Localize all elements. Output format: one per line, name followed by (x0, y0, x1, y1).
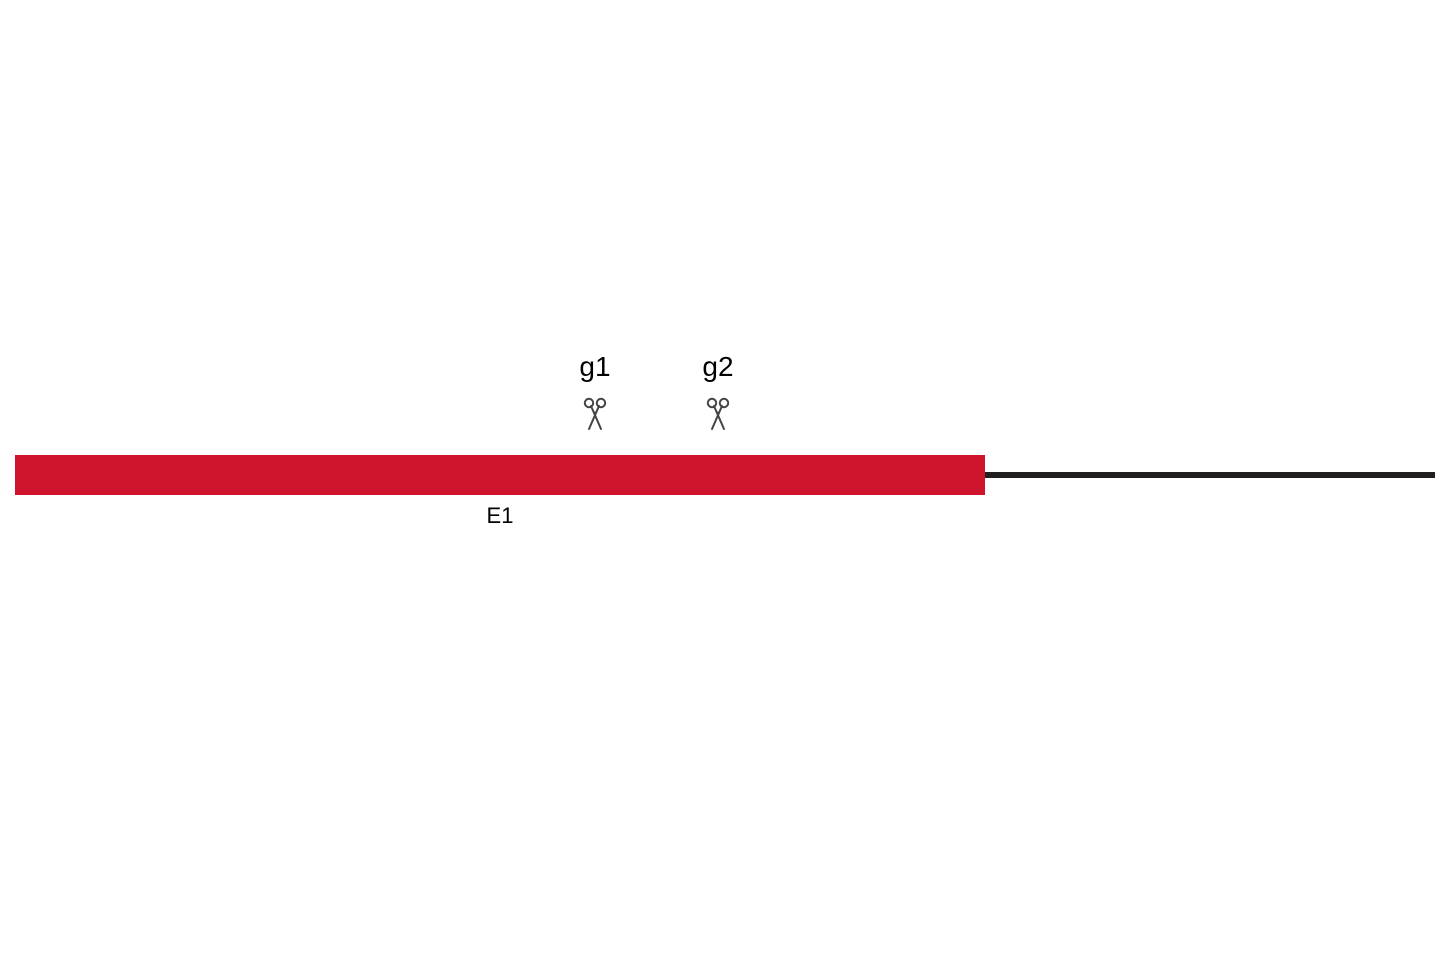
exon-label: E1 (487, 503, 514, 529)
exon-e1 (15, 455, 985, 495)
scissors-icon (704, 397, 732, 431)
gene-diagram: E1 g1 g2 (0, 0, 1440, 960)
cut-label-g2: g2 (702, 351, 733, 383)
scissors-icon (581, 397, 609, 431)
intron-line (985, 472, 1435, 478)
cut-label-g1: g1 (579, 351, 610, 383)
